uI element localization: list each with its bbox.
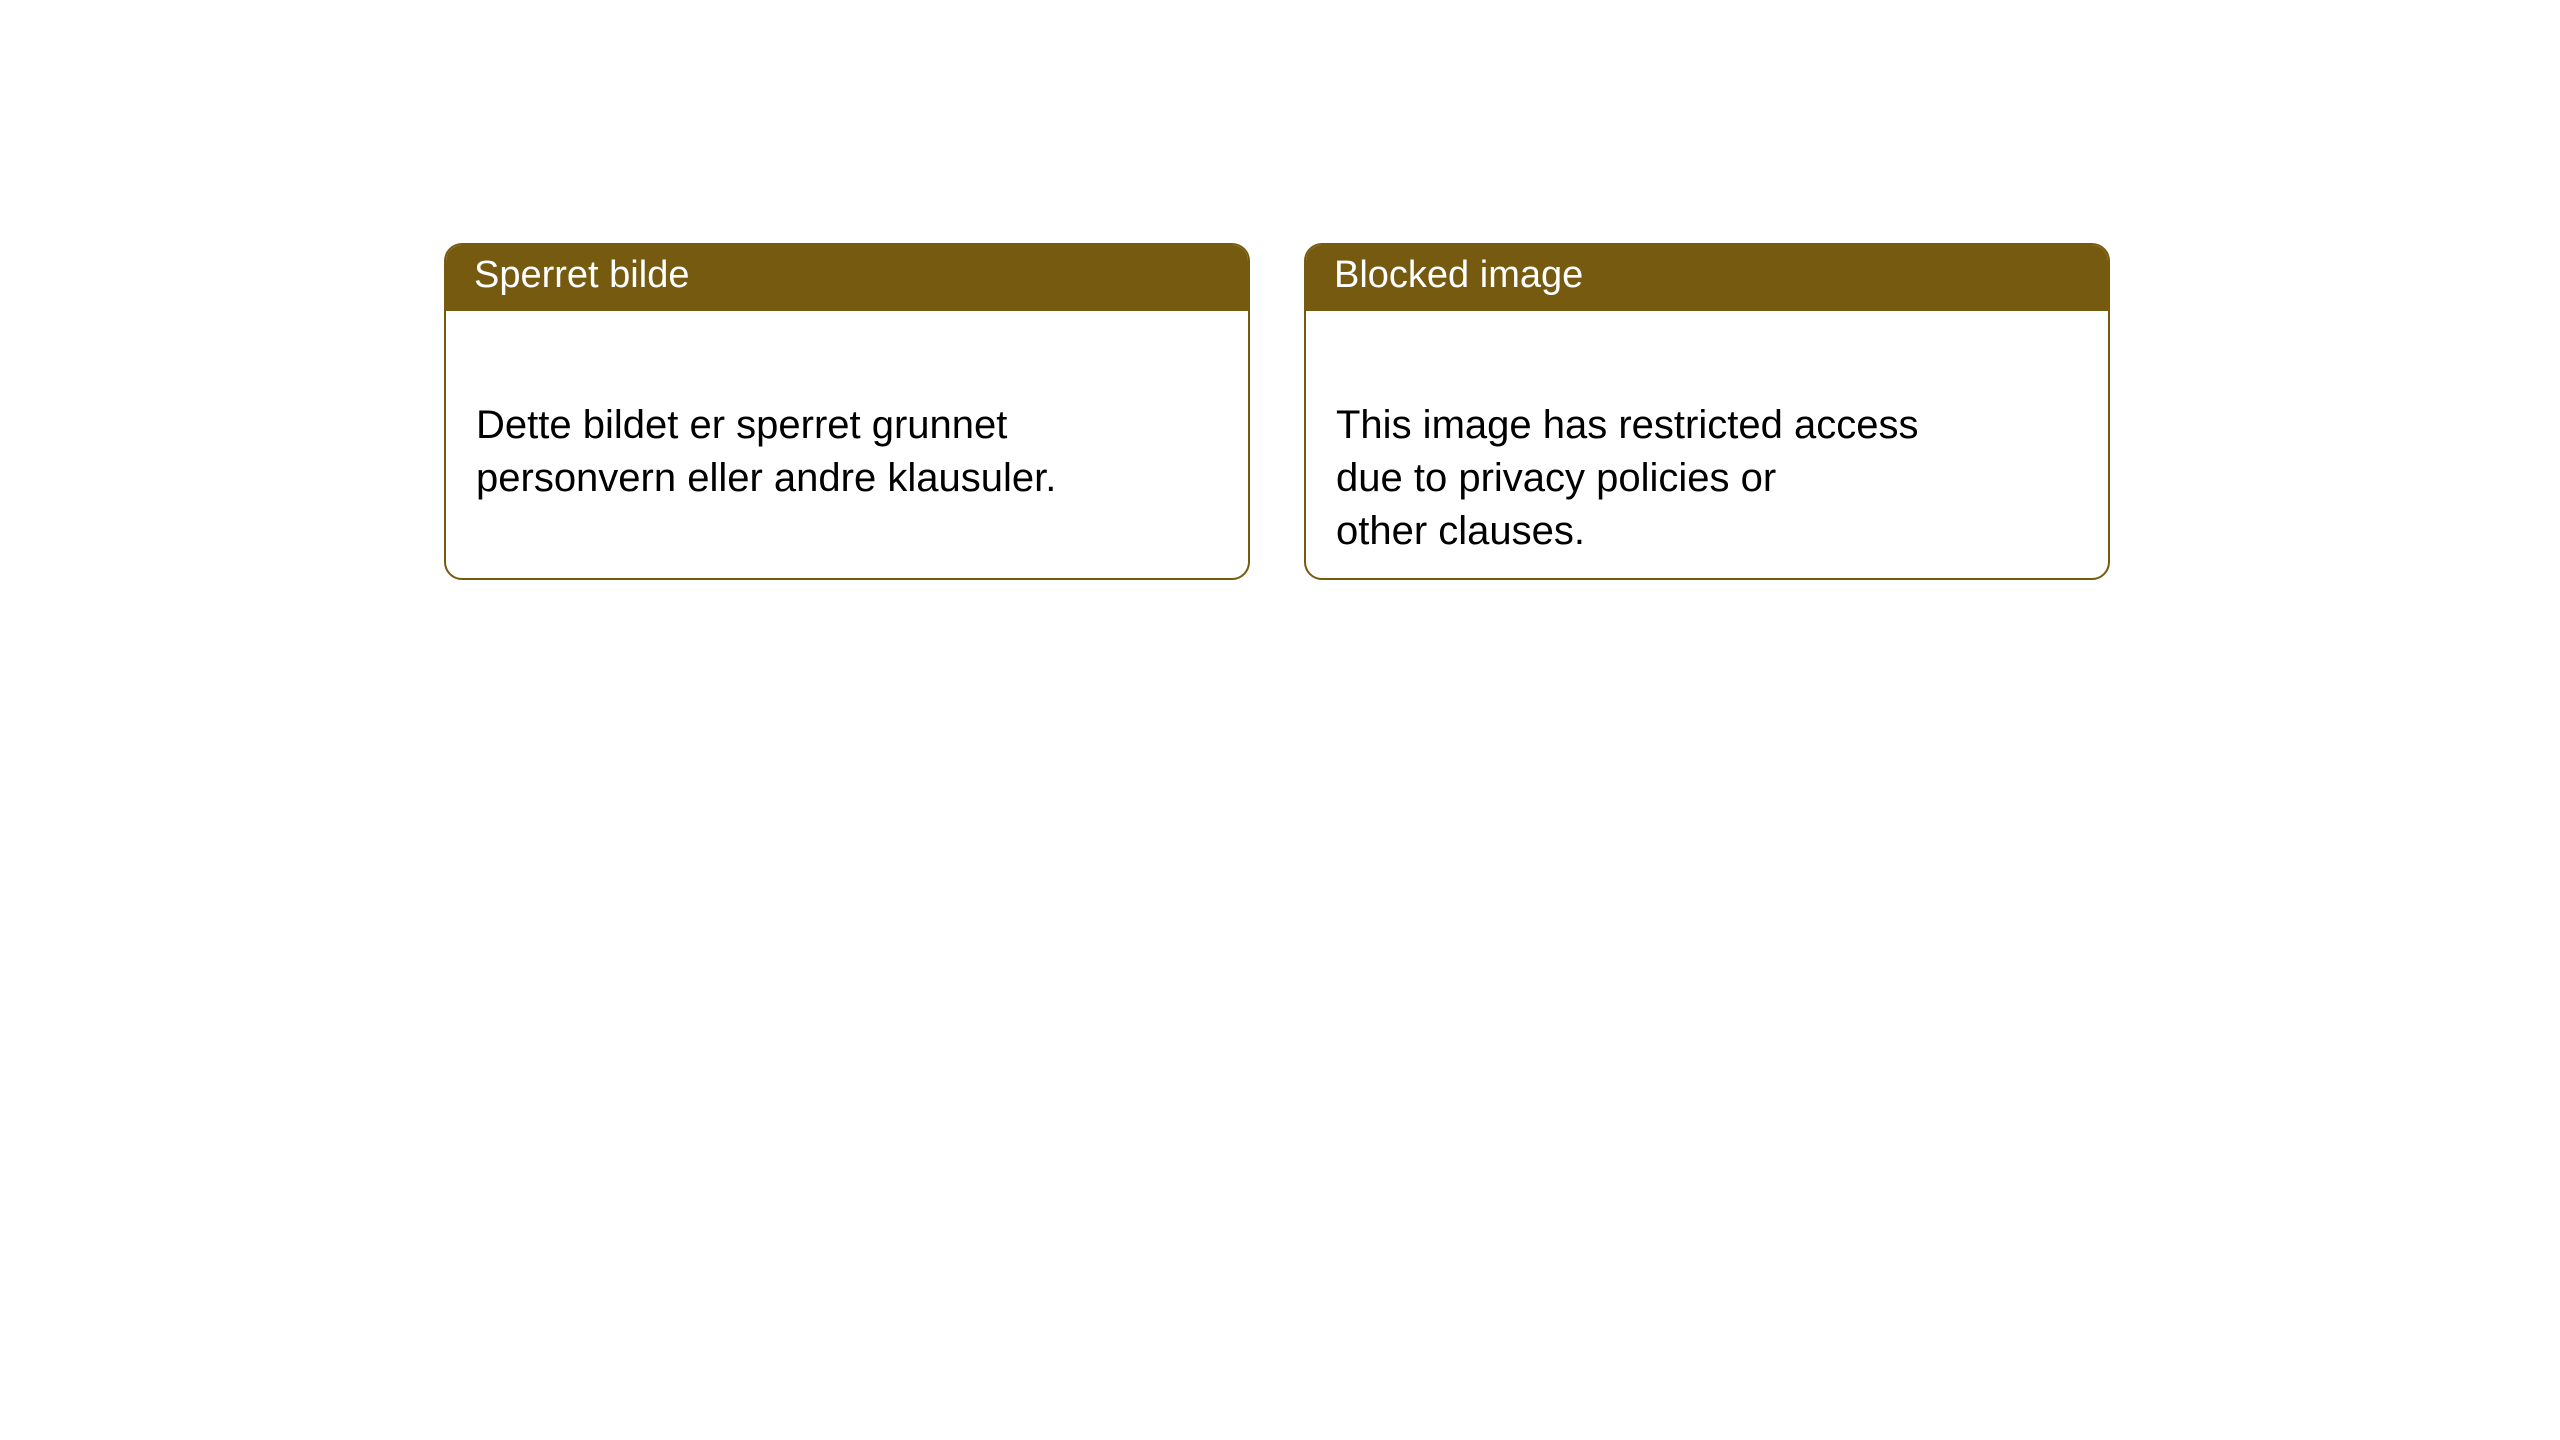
card-body-text: Dette bildet er sperret grunnet personve… <box>476 403 1056 500</box>
notice-card-english: Blocked image This image has restricted … <box>1304 243 2110 580</box>
card-header: Sperret bilde <box>446 245 1248 311</box>
card-title: Sperret bilde <box>474 254 689 296</box>
card-body-text: This image has restricted access due to … <box>1336 403 1918 553</box>
card-title: Blocked image <box>1334 254 1583 296</box>
card-header: Blocked image <box>1306 245 2108 311</box>
notice-cards-container: Sperret bilde Dette bildet er sperret gr… <box>0 0 2560 580</box>
card-body: Dette bildet er sperret grunnet personve… <box>446 311 1248 541</box>
notice-card-norwegian: Sperret bilde Dette bildet er sperret gr… <box>444 243 1250 580</box>
card-body: This image has restricted access due to … <box>1306 311 2108 580</box>
